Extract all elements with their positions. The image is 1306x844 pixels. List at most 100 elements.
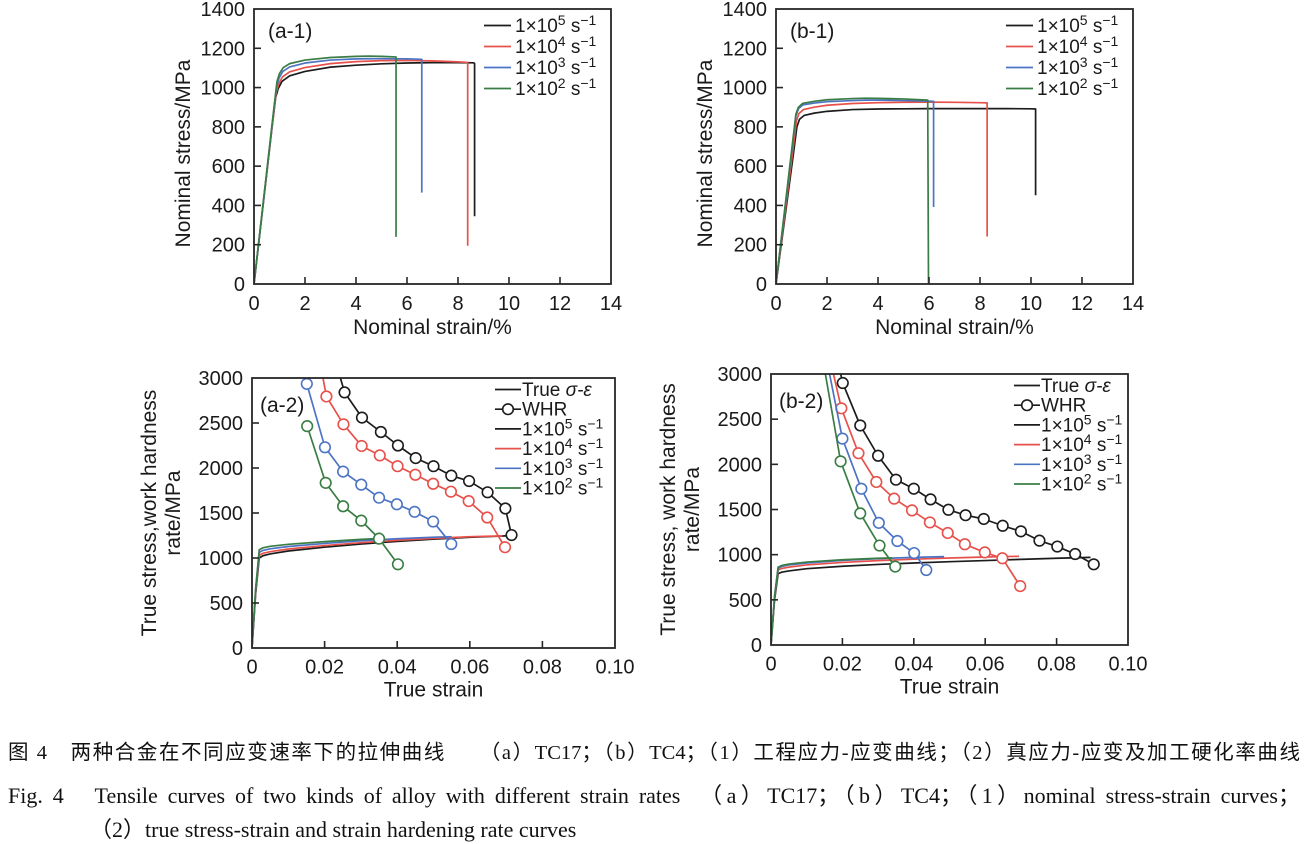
x-tick-label-a1-7: 14: [600, 293, 622, 315]
marker-b2-4-12: [1033, 534, 1046, 547]
y-tick-label-a2-0: 0: [232, 638, 243, 660]
marker-b2-4-2: [854, 419, 867, 432]
marker-a2-7-4: [372, 532, 386, 545]
x-axis-title-b1: Nominal strain/%: [875, 316, 1034, 339]
x-tick-label-b2-4: 0.08: [1037, 654, 1076, 676]
marker-b2-6-5: [908, 546, 921, 560]
legend-item-b2-0: True σ-ε: [1014, 376, 1111, 397]
y-tick-label-b2-0: 0: [751, 635, 762, 657]
curve-a1-1: [254, 59, 469, 284]
legend-item-a2-4: 1×103​ s−1​: [495, 455, 604, 480]
x-tick-label-b1-1: 2: [821, 293, 832, 315]
x-tick-label-b1-4: 8: [974, 293, 985, 315]
marker-b2-4-11: [1014, 525, 1028, 538]
figure-canvas: 0 2 4 6 8 10 12 140200400600800100012001400Nomi…: [138, 0, 1147, 702]
y-tick-label-a1-6: 1200: [201, 38, 246, 60]
curve-b1-0: [776, 107, 1037, 284]
legend-item-a1-3: 1×102​ s−1​: [484, 75, 597, 100]
x-tick-label-b2-3: 0.06: [966, 654, 1005, 676]
curve-b2-3: [771, 557, 893, 645]
x-tick-label-a2-2: 0.04: [378, 657, 417, 679]
legend-label-a1-1: 1×104​ s−1​: [515, 33, 597, 58]
x-tick-label-b2-2: 0.04: [894, 654, 933, 676]
y-tick-label-a2-1: 500: [210, 593, 243, 615]
x-tick-label-b1-3: 6: [923, 293, 934, 315]
legend-label-b2-2: 1×105​ s−1​: [1041, 411, 1123, 436]
legend-item-b2-4: 1×103​ s−1​: [1014, 451, 1123, 476]
panel-label-a2: (a-2): [260, 394, 304, 417]
curve-a2-3: [252, 537, 383, 648]
marker-a2-4-5: [409, 452, 422, 465]
y-tick-label-a1-5: 1000: [201, 78, 246, 100]
y-tick-label-b1-7: 1400: [723, 0, 768, 21]
marker-b2-5-5: [905, 504, 919, 517]
legend-item-a2-3: 1×104​ s−1​: [495, 435, 604, 460]
legend-item-b1-0: 1×105​ s−1​: [1006, 12, 1119, 37]
x-tick-label-a1-6: 12: [549, 293, 571, 315]
marker-b2-4-10: [996, 519, 1009, 532]
curve-b1-1: [776, 101, 988, 284]
marker-b2-4-1: [836, 376, 849, 390]
legend-label-a2-2: 1×105​ s−1​: [522, 415, 604, 440]
y-tick-label-b1-3: 600: [734, 156, 767, 178]
legend-label-a1-0: 1×105​ s−1​: [515, 12, 597, 37]
y-tick-label-b1-0: 0: [756, 274, 767, 296]
marker-a2-5-9: [462, 495, 475, 508]
panel-label-b2: (b-2): [779, 390, 823, 413]
curve-b2-0: [771, 556, 1091, 645]
legend-label-b2-1: WHR: [1041, 396, 1086, 417]
y-tick-label-a1-1: 200: [212, 235, 245, 257]
y-tick-label-a2-4: 2000: [199, 458, 244, 480]
legend-item-a2-2: 1×105​ s−1​: [495, 415, 604, 440]
y-axis-title-a2-line1: True stress,work hardness: [138, 390, 161, 637]
marker-b2-5-3: [870, 475, 883, 489]
marker-a2-4-8: [462, 474, 476, 488]
legend-swatch-marker-a2-1: [501, 403, 515, 416]
y-tick-label-a1-3: 600: [212, 156, 245, 178]
x-tick-label-b1-7: 14: [1122, 293, 1144, 315]
marker-a2-4-7: [445, 469, 458, 482]
series-group-b2: [771, 374, 1100, 645]
legend-label-b1-2: 1×103​ s−1​: [1037, 54, 1119, 79]
legend-item-a2-0: True σ-ε: [495, 380, 592, 401]
marker-b2-4-7: [942, 503, 955, 516]
legend-label-a2-4: 1×103​ s−1​: [522, 455, 604, 480]
marker-a2-5-4: [373, 449, 386, 462]
marker-b2-4-4: [889, 473, 903, 486]
y-tick-label-b2-3: 1500: [718, 500, 763, 522]
marker-a2-5-11: [498, 541, 512, 554]
marker-b2-5-11: [1014, 579, 1027, 593]
legend-item-a1-1: 1×104​ s−1​: [484, 33, 597, 58]
x-tick-label-a1-4: 8: [452, 293, 463, 315]
curve-b2-5: [832, 374, 1021, 587]
marker-a2-6-7: [427, 515, 440, 528]
marker-a2-4-11: [505, 528, 518, 542]
marker-a2-4-1: [338, 386, 351, 399]
y-tick-label-a2-6: 3000: [199, 368, 244, 390]
marker-b2-5-4: [888, 492, 901, 505]
marker-a2-5-8: [444, 485, 458, 498]
legend-item-a1-2: 1×103​ s−1​: [484, 54, 597, 79]
y-axis-title-a1-line1: Nominal stress/MPa: [172, 59, 195, 247]
caption-chinese: 图 4 两种合金在不同应变速率下的拉伸曲线 （a）TC17；（b）TC4；（1）…: [8, 742, 1300, 764]
y-tick-label-b1-6: 1200: [723, 38, 768, 60]
marker-a2-7-1: [319, 476, 332, 489]
legend-label-a2-5: 1×102​ s−1​: [522, 475, 604, 500]
x-tick-label-b1-0: 0: [770, 293, 781, 315]
legend-label-a2-0: True σ-ε: [522, 380, 592, 401]
legend-item-b2-3: 1×104​ s−1​: [1014, 431, 1123, 456]
legend-label-a1-2: 1×103​ s−1​: [515, 54, 597, 79]
axis-frame-b1: [775, 8, 1134, 285]
marker-b2-5-10: [996, 552, 1009, 565]
y-tick-label-b2-4: 2000: [718, 454, 763, 476]
legend-label-b1-1: 1×104​ s−1​: [1037, 33, 1119, 58]
marker-a2-5-1: [320, 390, 333, 403]
curve-a2-2: [252, 535, 452, 648]
marker-a2-6-8: [445, 537, 458, 551]
marker-b2-5-7: [941, 526, 954, 540]
marker-a2-5-7: [427, 477, 440, 490]
x-tick-label-a1-3: 6: [401, 293, 412, 315]
legend-item-b1-2: 1×103​ s−1​: [1006, 54, 1119, 79]
x-tick-label-a2-5: 0.10: [596, 657, 635, 679]
